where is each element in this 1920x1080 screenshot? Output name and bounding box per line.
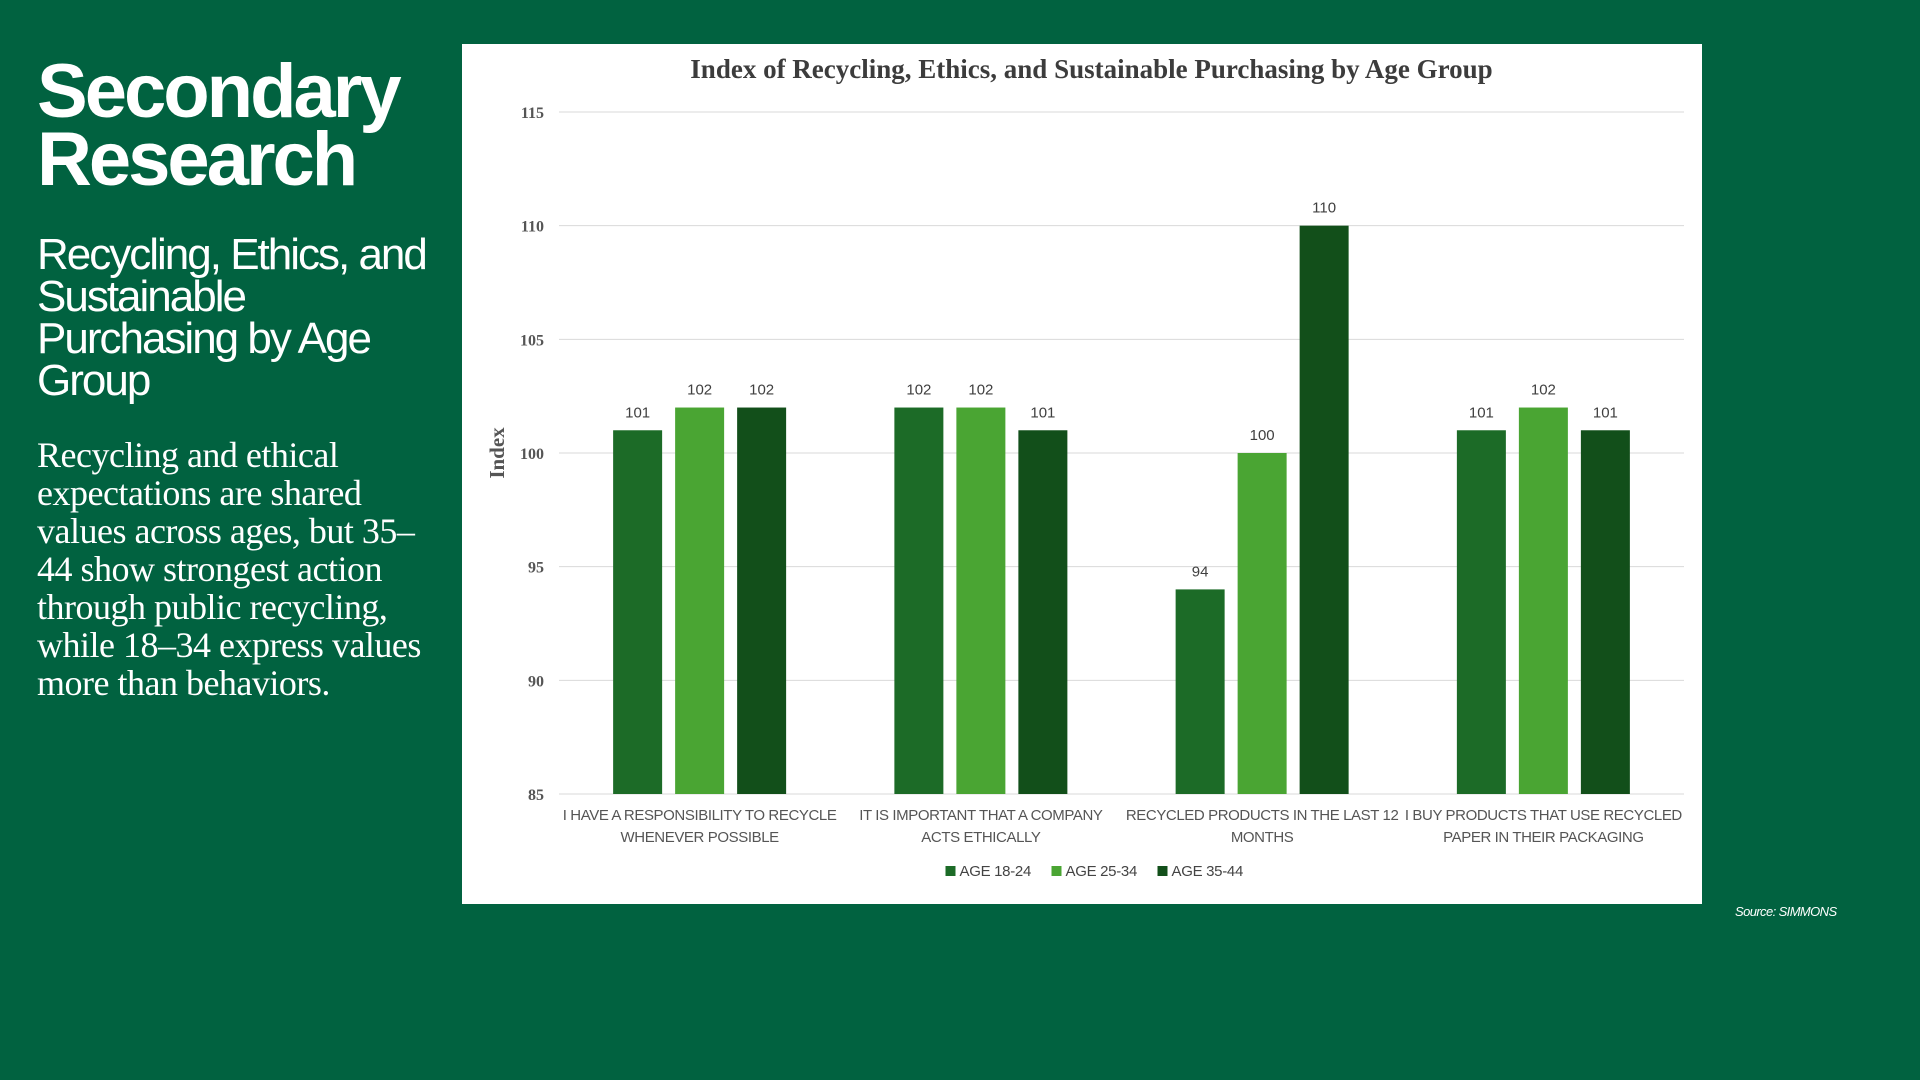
bar-chart: Index of Recycling, Ethics, and Sustaina… [485, 54, 1684, 880]
y-tick-label: 90 [528, 673, 544, 690]
y-tick-label: 115 [521, 105, 544, 122]
bar-value-label: 102 [687, 382, 712, 399]
chart-title: Index of Recycling, Ethics, and Sustaina… [690, 54, 1492, 84]
bar [894, 407, 944, 794]
bar-value-label: 101 [1469, 404, 1494, 421]
bar [1175, 589, 1225, 794]
y-tick-label: 85 [528, 787, 544, 804]
x-tick-label: IT IS IMPORTANT THAT A COMPANY [859, 807, 1103, 824]
y-tick-label: 100 [520, 446, 544, 463]
bar-value-label: 102 [906, 382, 931, 399]
bar [737, 407, 787, 794]
legend-label: AGE 18-24 [960, 863, 1032, 880]
bar-value-label: 101 [1030, 404, 1055, 421]
legend-swatch [1051, 866, 1062, 876]
x-tick-label: MONTHS [1231, 829, 1294, 846]
bar-value-label: 102 [749, 382, 774, 399]
x-tick-label: I HAVE A RESPONSIBILITY TO RECYCLE [563, 807, 837, 824]
page-title-line2: Research [37, 117, 358, 202]
x-tick-label: PAPER IN THEIR PACKAGING [1443, 829, 1643, 846]
left-panel: Secondary Research Recycling, Ethics, an… [37, 54, 428, 703]
page-title: Secondary Research [37, 54, 427, 198]
bar [1580, 430, 1630, 794]
y-tick-label: 105 [520, 332, 544, 349]
chart-card: Index of Recycling, Ethics, and Sustaina… [462, 44, 1702, 904]
bar [1299, 225, 1349, 794]
x-tick-label: WHENEVER POSSIBLE [621, 829, 780, 846]
x-tick-label: ACTS ETHICALLY [921, 829, 1041, 846]
bar [1018, 430, 1068, 794]
bar-value-label: 94 [1192, 563, 1209, 580]
x-tick-label: I BUY PRODUCTS THAT USE RECYCLED [1405, 807, 1683, 824]
legend-label: AGE 25-34 [1066, 863, 1138, 880]
bar-value-label: 110 [1312, 200, 1336, 217]
y-tick-label: 110 [521, 219, 544, 236]
bar-value-label: 101 [1593, 404, 1618, 421]
bar-value-label: 101 [625, 404, 650, 421]
bar-value-label: 102 [1531, 382, 1556, 399]
bar [1518, 407, 1568, 794]
bar [956, 407, 1006, 794]
bar [613, 430, 663, 794]
bar-value-label: 102 [968, 382, 993, 399]
source-note: Source: SIMMONS [1735, 904, 1837, 919]
legend-swatch [1157, 866, 1168, 876]
x-tick-label: RECYCLED PRODUCTS IN THE LAST 12 [1126, 807, 1399, 824]
summary-text: Recycling and ethical expectations are s… [37, 435, 421, 703]
legend-swatch [945, 866, 956, 876]
page-title-line1: Secondary [37, 49, 402, 134]
legend-label: AGE 35-44 [1172, 863, 1244, 880]
y-axis-label: Index [485, 427, 509, 479]
section-subtitle: Recycling, Ethics, and Sustainable Purch… [37, 230, 428, 405]
bar [1237, 453, 1287, 794]
y-tick-label: 95 [528, 560, 544, 577]
bar-value-label: 100 [1250, 427, 1275, 444]
bar [675, 407, 725, 794]
bar [1456, 430, 1506, 794]
